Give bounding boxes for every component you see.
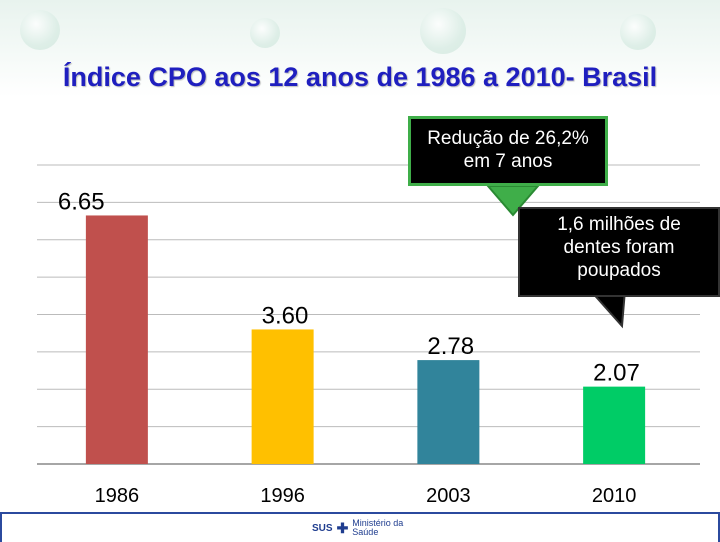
x-tick-label-2010: 2010 [592, 485, 637, 507]
teeth-callout-line3: poupados [577, 260, 661, 281]
ministry-logo: SUS ✚ Ministério da Saúde [312, 519, 403, 537]
decorative-bubble [20, 10, 60, 50]
data-label-2003: 2.78 [427, 333, 474, 360]
cross-icon: ✚ [336, 519, 349, 536]
x-tick-label-2003: 2003 [426, 485, 471, 507]
footer-bar: SUS ✚ Ministério da Saúde [0, 512, 720, 542]
reduction-callout: Redução de 26,2% em 7 anos [408, 116, 608, 186]
bar-2003 [417, 360, 480, 464]
ministry-label-line1: Ministério da [352, 518, 404, 528]
data-label-2010: 2.07 [593, 360, 640, 387]
chart-title: Índice CPO aos 12 anos de 1986 a 2010- B… [62, 62, 658, 92]
sus-label: SUS [312, 522, 333, 534]
ministry-label-line2: Saúde [352, 527, 379, 537]
teeth-callout-line1: 1,6 milhões de [557, 214, 681, 235]
decorative-bubble [620, 14, 656, 50]
callout-reduction-arrow [485, 185, 541, 217]
teeth-callout-line2: dentes foram [563, 237, 675, 258]
teeth-saved-callout: 1,6 milhões de dentes foram poupados [518, 207, 720, 297]
bar-2010 [583, 386, 646, 464]
x-tick-label-1986: 1986 [95, 485, 140, 507]
data-label-1986: 6.65 [58, 188, 105, 215]
x-tick-label-1996: 1996 [260, 485, 305, 507]
reduction-callout-line1: Redução de 26,2% [427, 128, 589, 149]
bar-1996 [251, 329, 314, 464]
bar-1986 [85, 215, 148, 464]
reduction-callout-line2: em 7 anos [463, 151, 553, 172]
decorative-bubble [250, 18, 280, 48]
data-label-1996: 3.60 [262, 302, 309, 329]
decorative-bubble [420, 8, 466, 54]
